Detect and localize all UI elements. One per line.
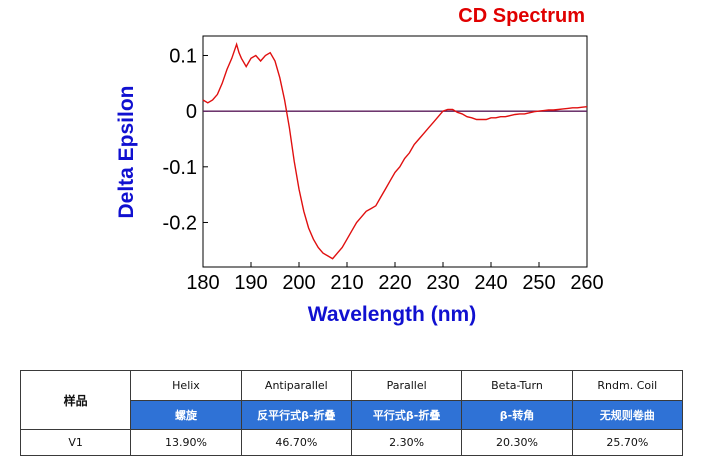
header-random-coil: Rndm. Coil (571, 370, 684, 401)
header-antiparallel-cn: 反平行式β-折叠 (240, 400, 352, 430)
header-helix: Helix (130, 370, 242, 401)
sample-name-cell: V1 (19, 429, 132, 456)
x-tick-label: 230 (426, 272, 459, 294)
x-tick-label: 260 (570, 272, 603, 294)
table-header-row-english: 样品 Helix Antiparallel Parallel Beta-Turn… (19, 370, 684, 430)
value-parallel: 2.30% (350, 429, 463, 456)
header-parallel-cn: 平行式β-折叠 (350, 400, 463, 430)
x-tick-label: 180 (186, 272, 219, 294)
y-axis-title: Delta Epsilon (115, 85, 138, 218)
x-tick-label: 200 (282, 272, 315, 294)
header-parallel: Parallel (350, 370, 463, 401)
header-helix-cn: 螺旋 (130, 400, 242, 430)
header-antiparallel: Antiparallel (240, 370, 352, 401)
y-axis: 0.1 0 -0.1 -0.2 (163, 45, 208, 234)
x-tick-label: 250 (522, 272, 555, 294)
x-axis: 180 190 200 210 220 230 240 250 260 (186, 262, 604, 294)
plot-frame (202, 35, 588, 268)
header-beta-turn-cn: β-转角 (461, 400, 573, 430)
header-random-coil-cn: 无规则卷曲 (571, 400, 684, 430)
x-tick-label: 240 (474, 272, 507, 294)
value-helix: 13.90% (130, 429, 242, 456)
y-tick-label: 0 (186, 101, 197, 123)
value-random-coil: 25.70% (571, 429, 684, 456)
x-tick-label: 210 (330, 272, 363, 294)
sample-header-cell: 样品 (19, 370, 132, 430)
x-tick-label: 220 (378, 272, 411, 294)
chart-title: CD Spectrum (458, 5, 585, 27)
value-antiparallel: 46.70% (240, 429, 352, 456)
secondary-structure-table: 样品 Helix Antiparallel Parallel Beta-Turn… (19, 370, 684, 456)
cd-spectrum-chart: CD Spectrum 180 190 200 210 220 230 240 250 260 … (115, 5, 604, 326)
table-row: V1 13.90% 46.70% 2.30% 20.30% 25.70% (19, 429, 684, 456)
x-axis-title: Wavelength (nm) (308, 303, 476, 326)
value-beta-turn: 20.30% (461, 429, 573, 456)
x-tick-label: 190 (234, 272, 267, 294)
header-beta-turn: Beta-Turn (461, 370, 573, 401)
y-tick-label: -0.1 (163, 157, 197, 179)
table-header-row-chinese: 螺旋 反平行式β-折叠 平行式β-折叠 β-转角 无规则卷曲 (21, 400, 684, 430)
y-tick-label: -0.2 (163, 212, 197, 234)
y-tick-label: 0.1 (169, 45, 197, 67)
series-line-cd (202, 41, 588, 260)
